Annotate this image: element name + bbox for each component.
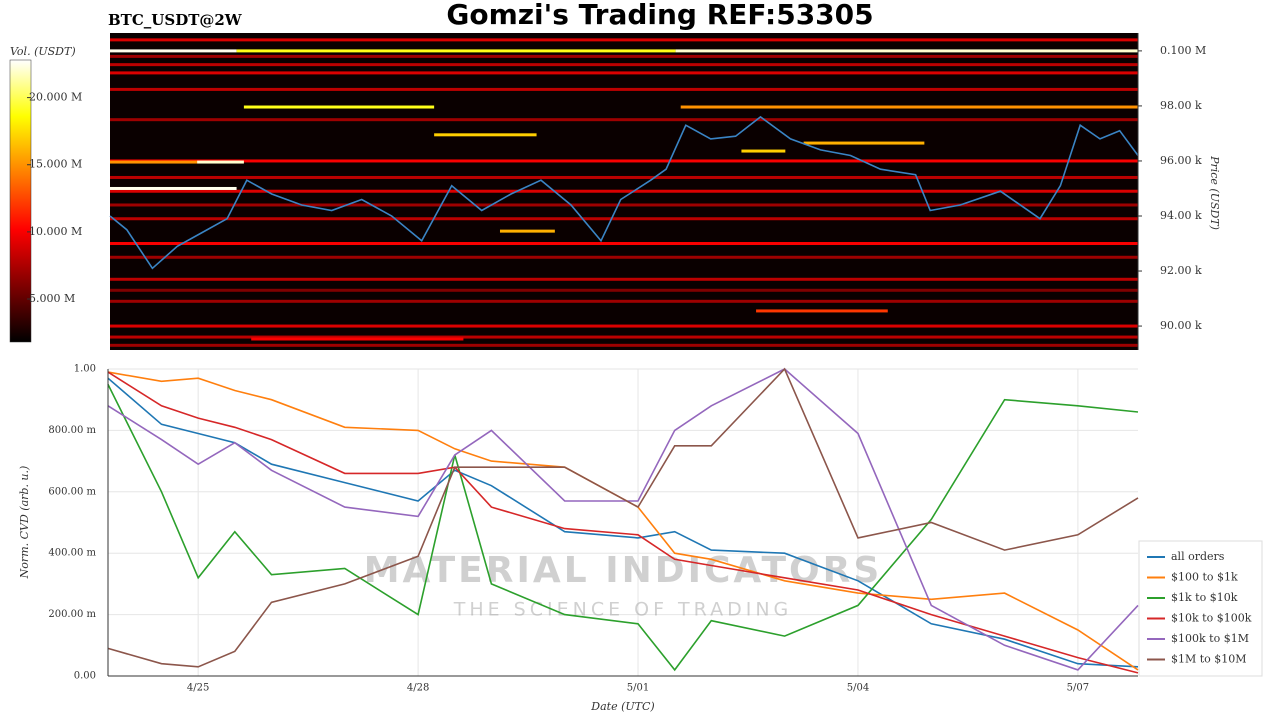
order-block: [741, 149, 786, 153]
order-block: [756, 309, 888, 313]
y-tick-label: 98.00 k: [1160, 99, 1202, 112]
liquidity-level: [110, 288, 1138, 292]
colorbar: [9, 59, 32, 343]
liquidity-level: [110, 38, 1138, 42]
liquidity-level: [110, 189, 1138, 193]
series-line: [107, 371, 1139, 674]
legend-label: $1M to $10M: [1171, 653, 1247, 666]
liquidity-level: [110, 299, 1138, 303]
x-axis-label: Date (UTC): [590, 700, 654, 713]
liquidity-level: [110, 217, 1138, 221]
legend-label: all orders: [1171, 550, 1225, 563]
order-block: [110, 160, 198, 164]
legend-box: [1138, 540, 1263, 677]
x-tick-label: 4/25: [187, 683, 209, 694]
y-tick-label: 1.00: [74, 364, 96, 375]
order-block: [803, 141, 925, 145]
liquidity-level: [110, 118, 1138, 122]
order-block: [243, 105, 435, 109]
order-block: [675, 49, 1138, 53]
y-tick-label: 92.00 k: [1160, 264, 1202, 277]
liquidity-level: [110, 175, 1138, 179]
series-line: [107, 367, 1139, 668]
liquidity-level: [110, 255, 1138, 259]
colorbar-tick-label: 20.000 M: [29, 91, 82, 104]
y-axis-label: Norm. CVD (arb. u.): [18, 466, 31, 580]
y-tick-label: 90.00 k: [1160, 319, 1202, 332]
order-block: [110, 186, 237, 190]
order-block: [434, 133, 537, 137]
legend-label: $1k to $10k: [1171, 591, 1238, 604]
chart-title: Gomzi's Trading REF:53305: [446, 0, 873, 31]
order-block: [197, 160, 244, 164]
y-tick-label: 94.00 k: [1160, 209, 1202, 222]
liquidity-level: [110, 242, 1138, 246]
y-tick-label: 800.00 m: [48, 425, 96, 436]
legend-label: $100 to $1k: [1171, 571, 1238, 584]
colorbar-tick-label: 10.000 M: [29, 225, 82, 238]
liquidity-level: [110, 54, 1138, 58]
x-tick-label: 5/01: [627, 683, 649, 694]
y-tick-label: 0.00: [74, 671, 96, 682]
chart-subtitle: BTC_USDT@2W: [108, 11, 243, 29]
x-tick-label: 5/07: [1067, 683, 1089, 694]
liquidity-level: [110, 71, 1138, 75]
x-tick-label: 5/04: [847, 683, 869, 694]
price-line: [109, 115, 1139, 270]
liquidity-level: [110, 277, 1138, 281]
order-block: [236, 49, 676, 53]
series-line: [107, 368, 1139, 671]
liquidity-level: [110, 159, 1138, 163]
series-line: [107, 377, 1139, 668]
liquidity-level: [110, 63, 1138, 67]
colorbar-tick-label: 15.000 M: [29, 158, 82, 171]
y-tick-label: 400.00 m: [48, 548, 96, 559]
order-block: [110, 49, 237, 53]
watermark: THE SCIENCE OF TRADING: [453, 599, 793, 621]
liquidity-level: [110, 324, 1138, 328]
y-tick-label: 96.00 k: [1160, 154, 1202, 167]
y-tick-label: 600.00 m: [48, 486, 96, 497]
legend-label: $100k to $1M: [1171, 632, 1249, 645]
series-line: [107, 384, 1139, 672]
legend-label: $10k to $100k: [1171, 612, 1252, 625]
y-tick-label: 200.00 m: [48, 609, 96, 620]
colorbar-label: Vol. (USDT): [10, 45, 76, 58]
liquidity-level: [110, 335, 1138, 339]
order-block: [499, 229, 555, 233]
liquidity-level: [110, 343, 1138, 347]
order-block: [680, 105, 1138, 109]
y-axis-label: Price (USDT): [1208, 155, 1221, 230]
colorbar-tick-label: 5.000 M: [29, 292, 75, 305]
liquidity-level: [110, 87, 1138, 91]
y-tick-label: 0.100 M: [1160, 44, 1206, 57]
series-line: [107, 371, 1139, 671]
order-block: [251, 337, 464, 341]
x-tick-label: 4/28: [407, 683, 429, 694]
liquidity-level: [110, 203, 1138, 207]
